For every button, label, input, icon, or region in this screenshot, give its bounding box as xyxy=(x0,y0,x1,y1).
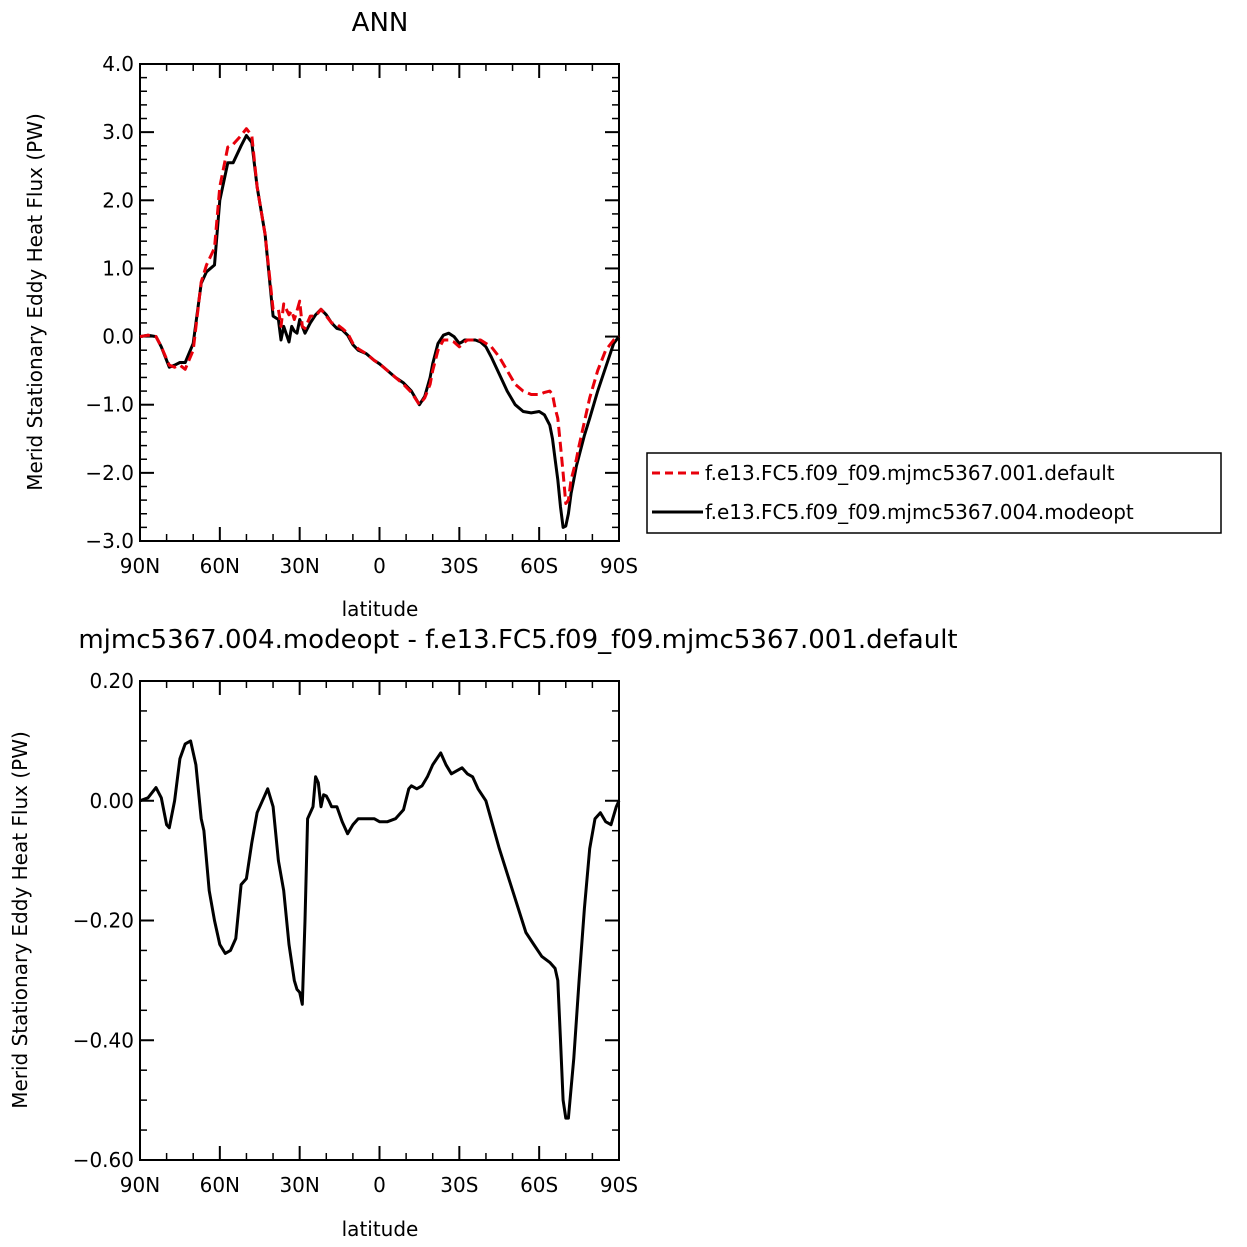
legend-label-default: f.e13.FC5.f09_f09.mjmc5367.001.default xyxy=(705,461,1115,485)
bottom-series-layer xyxy=(139,739,621,1120)
x-tick-label: 90N xyxy=(120,1173,160,1197)
x-tick-label: 30S xyxy=(440,554,478,578)
series-line-0 xyxy=(139,739,621,1120)
y-tick-label: 0.00 xyxy=(89,789,134,813)
bottom-xlabel: latitude xyxy=(342,1217,419,1241)
y-tick-label: 0.20 xyxy=(89,669,134,693)
top-panel: ANN 90N 60N 30N 0 30S 60S 90S 4.0 3.0 2.0 1.0 0.0 −1… xyxy=(23,8,638,621)
y-tick-label: 4.0 xyxy=(102,52,134,76)
y-tick-label: 3.0 xyxy=(102,120,134,144)
x-tick-label: 30N xyxy=(279,554,319,578)
x-tick-label: 60S xyxy=(520,1173,558,1197)
x-tick-label: 60N xyxy=(200,554,240,578)
legend-label-modeopt: f.e13.FC5.f09_f09.mjmc5367.004.modeopt xyxy=(705,500,1134,524)
x-tick-label: 30S xyxy=(440,1173,478,1197)
y-tick-label: −0.60 xyxy=(73,1148,134,1172)
y-tick-label: −3.0 xyxy=(85,529,134,553)
series-line-0 xyxy=(139,134,621,529)
x-tick-label: 60S xyxy=(520,554,558,578)
top-chart-title: ANN xyxy=(352,8,409,38)
x-tick-label: 30N xyxy=(279,1173,319,1197)
top-plot-frame xyxy=(139,63,620,542)
top-xlabel: latitude xyxy=(342,597,419,621)
y-tick-label: 0.0 xyxy=(102,325,134,349)
top-axis-ticks: 90N 60N 30N 0 30S 60S 90S 4.0 3.0 2.0 1.0 0.0 −1.0 −2… xyxy=(85,52,638,578)
series-line-1 xyxy=(139,127,620,505)
bottom-chart-title: mjmc5367.004.modeopt - f.e13.FC5.f09_f09… xyxy=(78,625,957,655)
y-tick-label: −2.0 xyxy=(85,461,134,485)
legend: f.e13.FC5.f09_f09.mjmc5367.001.default f… xyxy=(646,452,1222,534)
bottom-plot-frame xyxy=(139,680,620,1161)
x-tick-label: 0 xyxy=(373,1173,386,1197)
legend-box xyxy=(646,452,1222,534)
top-series-layer xyxy=(139,127,621,529)
x-tick-label: 60N xyxy=(200,1173,240,1197)
y-tick-label: −1.0 xyxy=(85,393,134,417)
y-tick-label: 2.0 xyxy=(102,188,134,212)
y-tick-label: −0.40 xyxy=(73,1028,134,1052)
bottom-axis-ticks: 90N 60N 30N 0 30S 60S 90S 0.20 0.00 −0.20 −0.40 −0.… xyxy=(73,669,638,1197)
y-tick-label: −0.20 xyxy=(73,909,134,933)
bottom-panel: mjmc5367.004.modeopt - f.e13.FC5.f09_f09… xyxy=(8,625,958,1241)
x-tick-label: 90N xyxy=(120,554,160,578)
top-ylabel: Merid Stationary Eddy Heat Flux (PW) xyxy=(23,113,47,491)
x-tick-label: 0 xyxy=(373,554,386,578)
bottom-ylabel: Merid Stationary Eddy Heat Flux (PW) xyxy=(8,731,32,1109)
x-tick-label: 90S xyxy=(600,1173,638,1197)
x-tick-label: 90S xyxy=(600,554,638,578)
y-tick-label: 1.0 xyxy=(102,256,134,280)
